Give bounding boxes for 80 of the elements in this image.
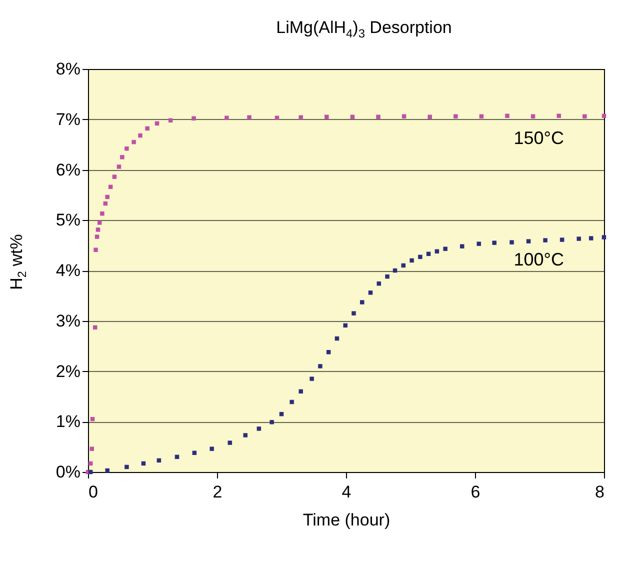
point bbox=[479, 114, 484, 118]
point bbox=[116, 164, 122, 169]
point bbox=[376, 114, 380, 119]
point bbox=[247, 115, 252, 120]
point bbox=[410, 258, 414, 263]
point bbox=[210, 446, 214, 451]
point bbox=[105, 468, 110, 473]
point bbox=[582, 114, 587, 118]
point bbox=[576, 236, 581, 241]
x-tick-label: 0 bbox=[88, 482, 98, 502]
y-tick-label: 3% bbox=[56, 311, 80, 330]
chart-title: LiMg(AlH$_{4}$)$_{3}$ Desorption bbox=[275, 18, 453, 40]
point bbox=[460, 244, 464, 248]
series-label: 100°C bbox=[514, 249, 564, 270]
point bbox=[343, 323, 348, 328]
point bbox=[90, 446, 94, 451]
point bbox=[100, 211, 104, 216]
point bbox=[318, 364, 322, 368]
y-tick-label: 0% bbox=[56, 462, 80, 482]
point bbox=[443, 246, 448, 251]
point bbox=[428, 114, 432, 119]
point bbox=[97, 220, 102, 225]
point bbox=[105, 194, 110, 200]
point bbox=[402, 114, 406, 118]
point bbox=[138, 133, 142, 138]
point bbox=[602, 114, 606, 118]
y-tick-label: 1% bbox=[56, 412, 80, 432]
point bbox=[352, 311, 356, 316]
point bbox=[132, 140, 136, 144]
point bbox=[124, 464, 129, 470]
point bbox=[228, 440, 232, 445]
point bbox=[270, 420, 274, 424]
point bbox=[588, 236, 594, 240]
point bbox=[274, 116, 280, 120]
point bbox=[96, 228, 100, 232]
y-tick-label: 6% bbox=[56, 160, 80, 180]
x-tick-label: 2 bbox=[212, 482, 222, 502]
point bbox=[120, 155, 124, 160]
point bbox=[602, 235, 606, 240]
point bbox=[243, 433, 248, 438]
point bbox=[418, 254, 422, 260]
point bbox=[560, 238, 564, 242]
point bbox=[492, 240, 496, 245]
y-tick-label: 7% bbox=[56, 110, 80, 129]
point bbox=[298, 389, 303, 394]
point bbox=[543, 238, 548, 242]
point bbox=[368, 290, 373, 295]
point bbox=[145, 126, 150, 131]
x-tick-label: 6 bbox=[470, 482, 480, 502]
point bbox=[350, 114, 355, 119]
y-tick-label: 8% bbox=[56, 60, 80, 78]
point bbox=[434, 249, 440, 254]
point bbox=[526, 239, 531, 244]
x-tick-label: 8 bbox=[595, 482, 604, 502]
point bbox=[385, 274, 390, 279]
point bbox=[298, 115, 303, 120]
series-label: 150°C bbox=[514, 128, 564, 148]
point bbox=[324, 114, 329, 119]
point bbox=[476, 242, 481, 246]
point bbox=[360, 300, 364, 304]
y-tick-label: 2% bbox=[56, 362, 80, 381]
point bbox=[556, 114, 561, 118]
point bbox=[192, 116, 196, 120]
point bbox=[224, 116, 229, 120]
point bbox=[124, 146, 129, 151]
point bbox=[256, 426, 262, 431]
point bbox=[530, 114, 536, 118]
point bbox=[290, 400, 294, 404]
y-tick-label: 5% bbox=[56, 210, 80, 230]
point bbox=[510, 240, 514, 244]
point bbox=[112, 174, 117, 179]
point bbox=[505, 114, 510, 118]
point bbox=[94, 248, 98, 252]
x-axis-title: Time (hour) bbox=[302, 510, 390, 530]
point bbox=[94, 234, 100, 239]
x-tick-label: 4 bbox=[342, 482, 352, 502]
y-tick-label: 4% bbox=[56, 261, 80, 280]
point bbox=[192, 450, 197, 455]
point bbox=[310, 376, 314, 381]
point bbox=[454, 114, 458, 118]
